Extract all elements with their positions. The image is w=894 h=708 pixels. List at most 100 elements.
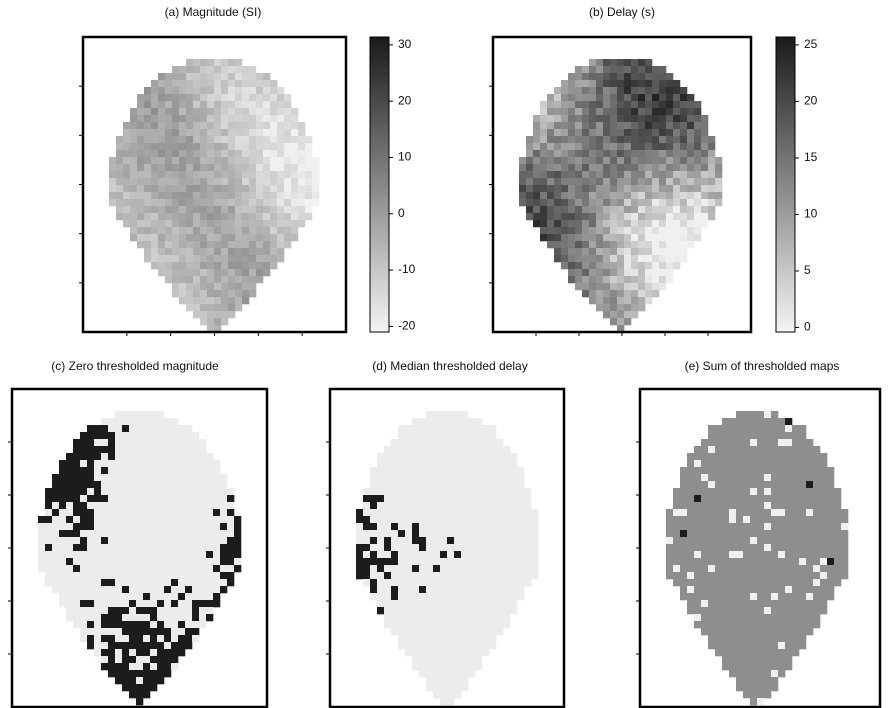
map-cell: [631, 73, 639, 81]
panel-title: (d) Median thresholded delay: [372, 359, 527, 373]
map-cell: [482, 642, 490, 650]
map-cell: [482, 474, 490, 482]
map-cell: [213, 474, 221, 482]
map-cell: [715, 446, 723, 454]
map-cell: [242, 283, 250, 291]
map-cell: [249, 178, 257, 186]
map-cell: [207, 199, 215, 207]
map-cell: [652, 213, 660, 221]
map-cell: [771, 411, 779, 419]
map-cell: [235, 66, 243, 74]
map-cell: [785, 586, 793, 594]
map-cell: [447, 488, 455, 496]
map-cell: [496, 488, 504, 496]
map-cell: [461, 558, 469, 566]
map-cell: [164, 425, 172, 433]
map-cell: [143, 628, 151, 636]
map-cell: [433, 691, 441, 699]
map-cell: [610, 66, 618, 74]
map-cell: [73, 460, 81, 468]
map-cell: [554, 150, 562, 158]
map-cell: [242, 199, 250, 207]
map-cell: [116, 213, 124, 221]
map-cell: [489, 544, 497, 552]
map-cell: [228, 192, 236, 200]
map-cell: [312, 164, 320, 172]
map-cell: [792, 579, 800, 587]
map-cell: [666, 544, 674, 552]
map-cell: [666, 171, 674, 179]
map-cell: [284, 206, 292, 214]
map-cell: [680, 122, 688, 130]
map-cell: [440, 432, 448, 440]
map-cell: [370, 544, 378, 552]
map-cell: [610, 283, 618, 291]
map-cell: [715, 593, 723, 601]
map-cell: [631, 80, 639, 88]
map-cell: [764, 481, 772, 489]
map-cell: [108, 607, 116, 615]
map-cell: [680, 206, 688, 214]
map-cell: [179, 157, 187, 165]
map-cell: [806, 593, 814, 601]
map-cell: [806, 488, 814, 496]
map-cell: [568, 185, 576, 193]
map-cell: [242, 108, 250, 116]
map-cell: [736, 460, 744, 468]
map-cell: [447, 691, 455, 699]
map-cell: [554, 178, 562, 186]
map-cell: [736, 593, 744, 601]
map-cell: [172, 157, 180, 165]
map-cell: [694, 474, 702, 482]
map-cell: [694, 586, 702, 594]
map-cell: [729, 565, 737, 573]
map-cell: [582, 115, 590, 123]
map-cell: [193, 157, 201, 165]
map-cell: [108, 544, 116, 552]
map-cell: [137, 143, 145, 151]
map-cell: [398, 607, 406, 615]
map-cell: [792, 516, 800, 524]
map-cell: [806, 558, 814, 566]
map-cell: [277, 220, 285, 228]
map-cell: [750, 544, 758, 552]
map-cell: [631, 248, 639, 256]
map-cell: [370, 593, 378, 601]
map-cell: [785, 446, 793, 454]
map-cell: [101, 565, 109, 573]
map-cell: [736, 649, 744, 657]
map-cell: [59, 537, 67, 545]
map-cell: [200, 241, 208, 249]
map-cell: [150, 418, 158, 426]
map-cell: [179, 115, 187, 123]
map-cell: [235, 185, 243, 193]
map-cell: [454, 572, 462, 580]
map-cell: [150, 558, 158, 566]
map-cell: [108, 523, 116, 531]
map-cell: [666, 143, 674, 151]
map-cell: [179, 143, 187, 151]
map-cell: [186, 94, 194, 102]
map-cell: [554, 136, 562, 144]
map-cell: [291, 115, 299, 123]
map-cell: [172, 115, 180, 123]
map-cell: [687, 572, 695, 580]
map-cell: [750, 411, 758, 419]
map-cell: [419, 481, 427, 489]
map-cell: [384, 558, 392, 566]
map-cell: [109, 192, 117, 200]
map-cell: [59, 565, 67, 573]
map-cell: [645, 122, 653, 130]
map-cell: [277, 171, 285, 179]
map-cell: [277, 108, 285, 116]
map-cell: [192, 481, 200, 489]
map-cell: [454, 621, 462, 629]
map-cell: [673, 530, 681, 538]
map-cell: [701, 614, 709, 622]
map-cell: [213, 495, 221, 503]
map-cell: [45, 488, 53, 496]
map-cell: [533, 150, 541, 158]
map-cell: [200, 290, 208, 298]
map-cell: [447, 586, 455, 594]
map-cell: [680, 516, 688, 524]
